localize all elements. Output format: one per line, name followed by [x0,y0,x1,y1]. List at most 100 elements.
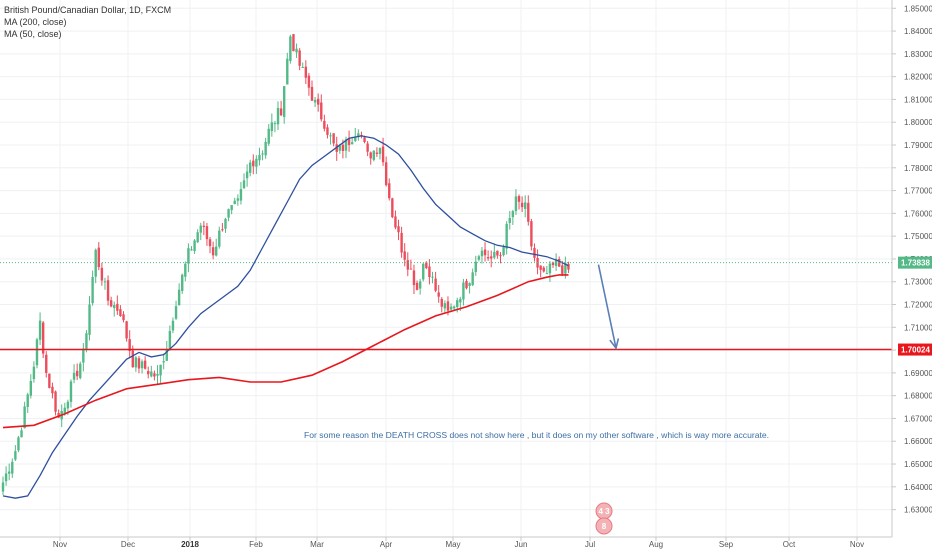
time-tick-label: Jun [515,540,528,549]
time-tick-label: Jul [585,540,595,549]
candle [520,196,524,212]
candle [85,330,88,353]
candle [181,273,184,294]
candle [38,312,42,345]
candle [171,317,175,334]
ma200-line [2,274,569,429]
candle [360,131,363,139]
candle [32,361,36,383]
price-tick-label: 1.68000 [904,392,932,401]
candle [375,147,379,157]
candle [218,226,221,249]
candle [82,343,85,372]
candle [94,248,97,284]
last-price-label: 1.73838 [901,259,930,268]
candle [366,141,369,157]
price-axis[interactable]: 1.63000 1.64000 1.65000 1.66000 1.67000 1.680… [891,0,932,537]
candle [403,243,406,267]
candle [378,147,382,160]
candle [69,379,73,408]
candle [539,265,542,278]
price-tick-label: 1.63000 [904,506,932,515]
candle [468,282,471,294]
time-axis[interactable]: Nov Dec 2018 Feb Mar Apr May Jun Jul Aug Sep Oct Nov [0,536,892,549]
candle [187,243,190,273]
candle [11,458,14,478]
trend-arrow[interactable] [597,264,620,350]
candle [505,221,508,255]
candle [282,86,286,124]
candle [316,93,320,112]
candle [106,275,110,306]
candle [415,280,419,291]
candle [369,151,372,165]
price-tick-label: 1.67000 [904,414,932,423]
candle [357,129,360,141]
time-tick-label: Sep [719,540,734,549]
candle [184,261,187,282]
event-badges[interactable]: 4 3 8 [595,502,613,535]
candle [153,370,156,381]
candle [276,101,280,131]
event-badge-top[interactable]: 4 3 [595,502,613,520]
price-tick-label: 1.79000 [904,141,932,150]
candle [88,296,91,341]
candle [388,178,391,201]
candle [116,295,119,315]
candle [412,264,416,295]
candle [140,359,144,374]
candle [486,250,490,261]
candle [286,52,289,85]
candle [437,284,440,303]
grid-lines [0,0,892,537]
candle [245,164,249,187]
candle [332,133,335,147]
candle [190,246,193,251]
event-badge-bottom[interactable]: 8 [595,517,613,535]
candle [208,236,212,254]
candle [381,137,385,166]
candle [289,34,292,64]
candle [394,210,397,230]
candle [418,278,422,295]
price-tick-label: 1.81000 [904,95,932,104]
price-tick-label: 1.64000 [904,483,932,492]
candle [255,155,258,174]
candle [514,189,518,215]
candle [270,113,274,137]
price-tick-label: 1.83000 [904,50,932,59]
candle [242,173,246,189]
candle [236,194,240,206]
time-tick-label: Aug [649,540,663,549]
candle [443,300,447,313]
candle [335,136,338,161]
candle [440,297,443,313]
candle [119,305,122,317]
candle [215,238,218,257]
candle [329,132,332,145]
candle [103,277,107,290]
price-tick-label: 1.82000 [904,73,932,82]
legend-ma50: MA (50, close) [4,29,62,39]
price-tick-label: 1.72000 [904,301,932,310]
time-tick-label: Mar [310,540,324,549]
time-tick-label: Oct [783,540,796,549]
candle [496,250,499,259]
overlays [0,262,892,351]
support-level-label: 1.70024 [901,346,930,355]
candle [233,197,236,205]
candle [162,353,165,370]
candle [474,255,477,276]
price-tick-label: 1.73000 [904,278,932,287]
candle [304,60,308,85]
legend-ma200: MA (200, close) [4,17,67,27]
event-badge-bottom-label: 8 [602,522,607,531]
annotation-text: For some reason the DEATH CROSS does not… [304,430,769,440]
time-tick-label: May [445,540,460,549]
candle [511,209,515,225]
candle [100,262,104,286]
candle [97,242,100,271]
candle [533,243,536,262]
time-tick-label: Feb [249,540,263,549]
